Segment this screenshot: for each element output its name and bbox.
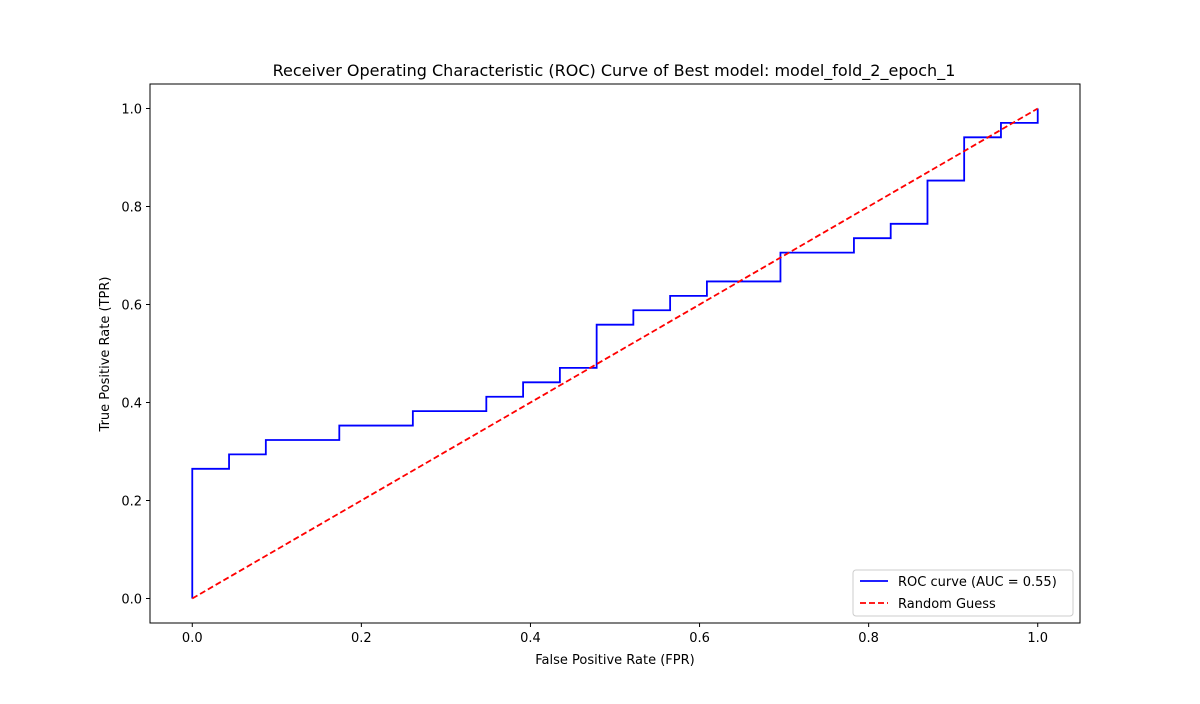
- x-axis: 0.0 0.2 0.4 0.6 0.8 1.0: [182, 623, 1048, 646]
- x-tick-label: 1.0: [1027, 631, 1048, 646]
- axes-frame: [149, 83, 1081, 624]
- y-tick-label: 1.0: [121, 103, 142, 118]
- legend: ROC curve (AUC = 0.55) Random Guess: [852, 569, 1074, 617]
- random-guess-line: [191, 107, 1039, 600]
- x-tick-label: 0.0: [182, 631, 203, 646]
- x-tick-label: 0.2: [351, 631, 372, 646]
- legend-roc-label: ROC curve (AUC = 0.55): [898, 575, 1057, 590]
- y-axis-label: True Positive Rate (TPR): [98, 277, 113, 433]
- x-axis-label: False Positive Rate (FPR): [535, 653, 694, 668]
- plot-area: [191, 107, 1039, 600]
- x-tick-label: 0.8: [858, 631, 879, 646]
- y-tick-label: 0.4: [121, 397, 142, 412]
- y-axis: 0.0 0.2 0.4 0.6 0.8 1.0: [121, 103, 150, 608]
- y-tick-label: 0.6: [121, 299, 142, 314]
- y-tick-label: 0.8: [121, 201, 142, 216]
- legend-box: [852, 569, 1074, 617]
- legend-random-label: Random Guess: [898, 597, 996, 612]
- roc-curve-line: [191, 108, 1039, 599]
- y-tick-label: 0.0: [121, 593, 142, 608]
- x-tick-label: 0.4: [520, 631, 541, 646]
- chart-title: Receiver Operating Characteristic (ROC) …: [273, 61, 956, 81]
- x-tick-label: 0.6: [689, 631, 710, 646]
- y-tick-label: 0.2: [121, 495, 142, 510]
